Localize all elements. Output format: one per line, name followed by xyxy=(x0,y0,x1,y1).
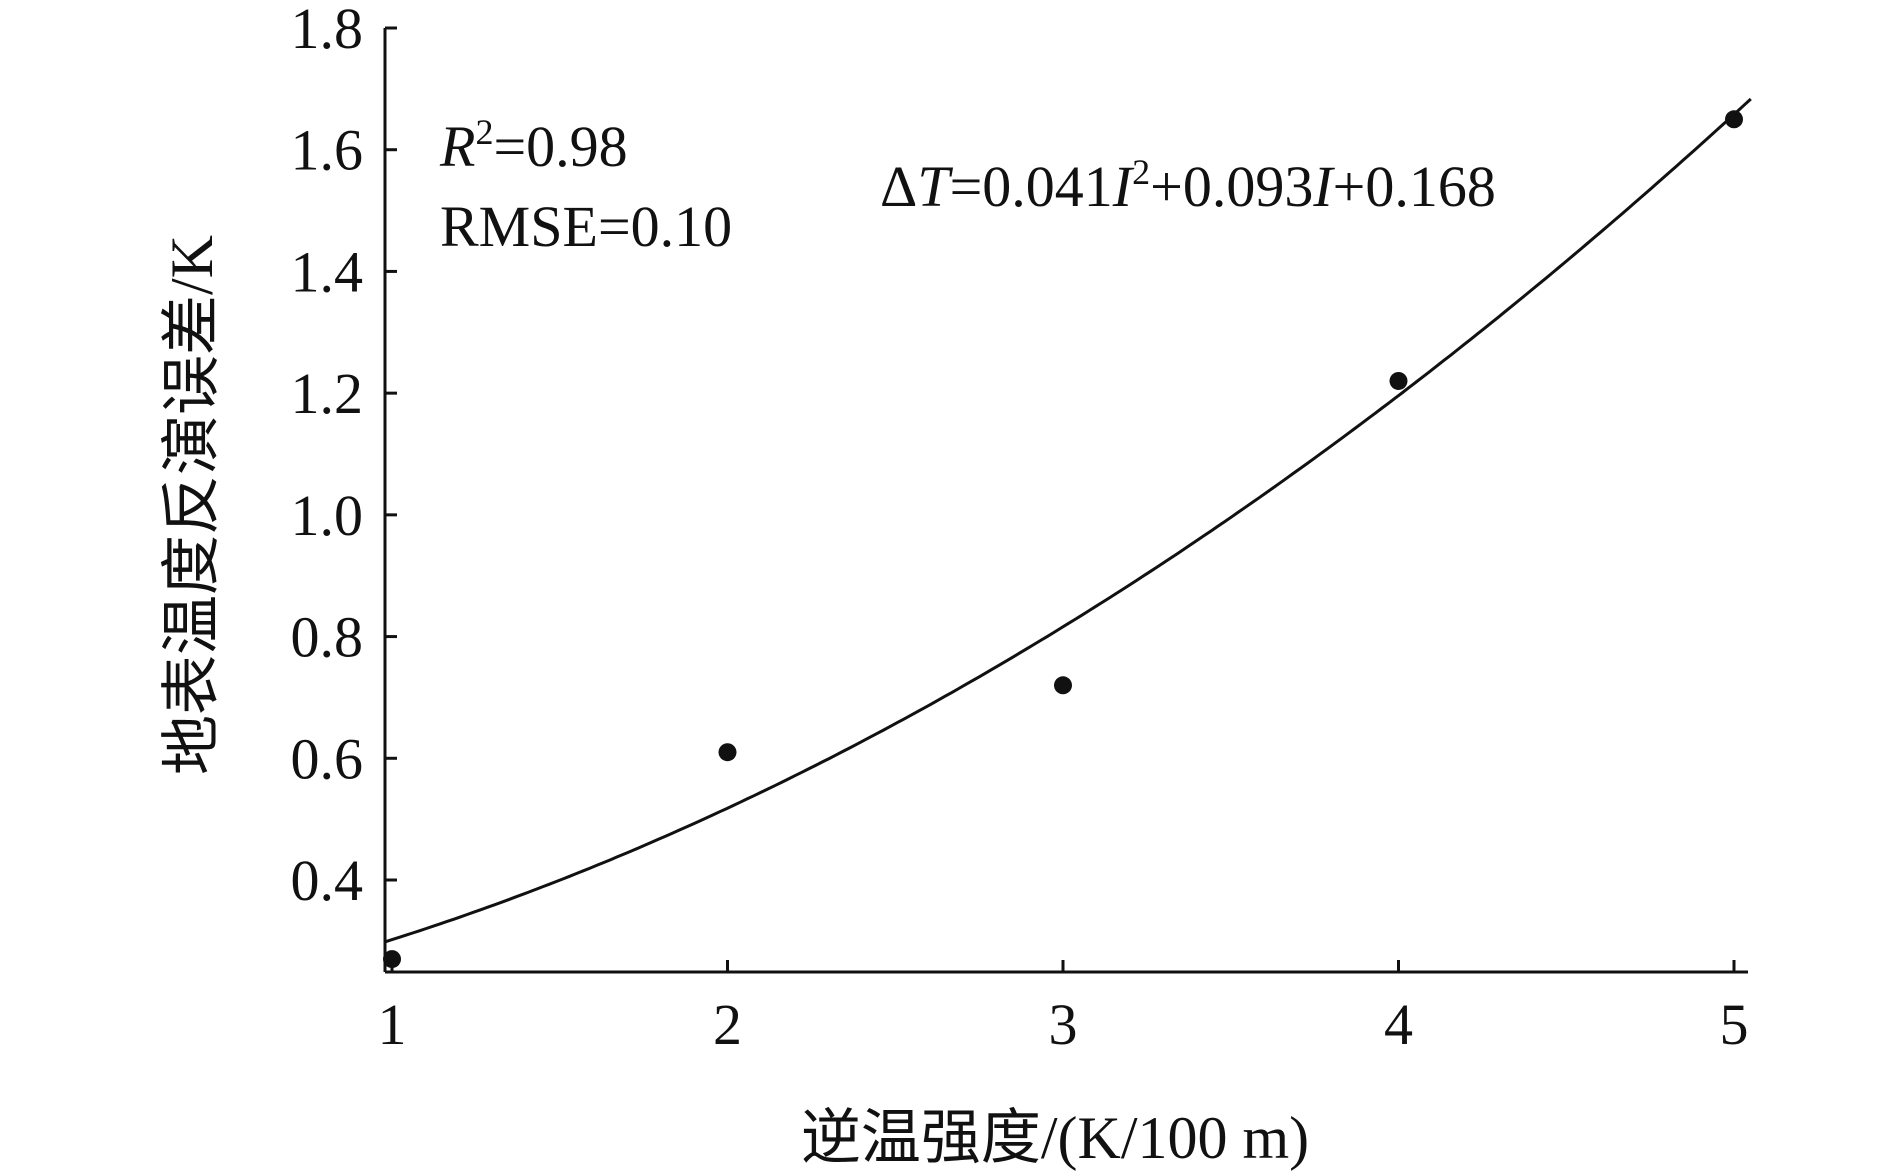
y-axis-title: 地表温度反演误差/K xyxy=(159,235,225,775)
y-ticks: 0.4 0.6 0.8 1.0 1.2 1.4 1.6 1.8 xyxy=(291,0,397,913)
r-squared-annotation: R2=0.98 xyxy=(439,112,628,179)
rmse-annotation: RMSE=0.10 xyxy=(440,194,732,259)
y-tick-label: 0.6 xyxy=(291,726,364,791)
data-point xyxy=(383,950,401,969)
y-tick-label: 1.0 xyxy=(291,483,364,548)
data-points xyxy=(383,110,1743,969)
x-tick-label: 4 xyxy=(1384,992,1413,1057)
y-tick-label: 1.8 xyxy=(291,0,364,61)
x-tick-label: 5 xyxy=(1720,992,1749,1057)
data-point xyxy=(1725,110,1743,129)
axes xyxy=(383,28,1748,974)
data-point xyxy=(1389,371,1408,390)
fit-curve xyxy=(384,97,1752,944)
x-axis-title: 逆温强度/(K/100 m) xyxy=(801,1105,1309,1171)
y-tick-label: 0.8 xyxy=(291,605,364,670)
x-tick-label: 3 xyxy=(1049,992,1078,1057)
y-tick-label: 1.6 xyxy=(291,118,364,183)
data-point xyxy=(718,743,737,762)
x-tick-label: 1 xyxy=(378,992,407,1057)
fit-equation: ΔT=0.041I2+0.093I+0.168 xyxy=(880,152,1496,219)
data-point xyxy=(1054,676,1072,695)
y-tick-label: 1.4 xyxy=(291,239,364,304)
x-ticks: 1 2 3 4 5 xyxy=(378,960,1749,1057)
y-tick-label: 0.4 xyxy=(291,848,364,913)
y-tick-label: 1.2 xyxy=(291,361,364,426)
x-tick-label: 2 xyxy=(713,992,742,1057)
